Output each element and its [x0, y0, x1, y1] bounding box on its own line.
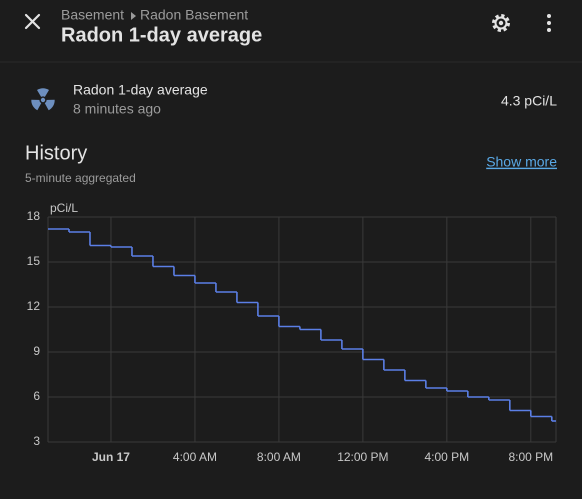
- chart: 3 6 9 12 15 18 Jun 17 4:00 AM 8:00 AM 12:00 PM 4:0…: [27, 209, 557, 464]
- breadcrumb-device[interactable]: Radon Basement: [140, 7, 248, 23]
- x-tick-label: 4:00 PM: [424, 450, 469, 464]
- history-title: History: [25, 142, 87, 164]
- entity-state: 4.3 pCi/L: [501, 93, 557, 109]
- x-tick-label: 8:00 PM: [508, 450, 553, 464]
- close-button[interactable]: [24, 13, 41, 30]
- y-tick-label: 6: [33, 389, 40, 403]
- x-tick-label: 8:00 AM: [257, 450, 301, 464]
- radiation-icon: [31, 88, 55, 111]
- y-tick-label: 9: [33, 344, 40, 358]
- settings-button[interactable]: [492, 14, 510, 32]
- y-tick-label: 15: [27, 254, 41, 268]
- breadcrumb-area[interactable]: Basement: [61, 7, 124, 23]
- x-tick-label: Jun 17: [92, 450, 130, 464]
- show-more-link[interactable]: Show more: [486, 154, 557, 170]
- y-tick-label: 18: [27, 209, 41, 223]
- y-tick-label: 3: [33, 434, 40, 448]
- more-button[interactable]: [547, 14, 551, 32]
- history-subtitle: 5-minute aggregated: [25, 171, 136, 185]
- y-axis-label: pCi/L: [50, 201, 78, 215]
- y-tick-label: 12: [27, 299, 41, 313]
- x-tick-label: 4:00 AM: [173, 450, 217, 464]
- dialog-title: Radon 1-day average: [61, 24, 262, 46]
- breadcrumb-separator: [131, 12, 136, 20]
- entity-last-changed: 8 minutes ago: [73, 101, 161, 117]
- entity-name: Radon 1-day average: [73, 82, 208, 98]
- x-tick-label: 12:00 PM: [337, 450, 388, 464]
